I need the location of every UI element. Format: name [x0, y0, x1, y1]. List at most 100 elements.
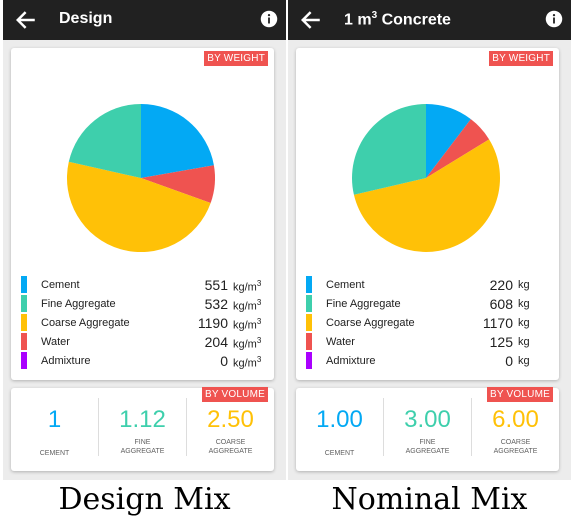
legend-label: Fine Aggregate [326, 298, 401, 310]
volume-cell-coarse-aggregate: 6.00 COARSE AGGREGATE [471, 398, 559, 456]
volume-ratio-label: CEMENT [39, 450, 70, 457]
legend-unit: kg/m3 [233, 336, 262, 351]
volume-ratio-label: FINE AGGREGATE [120, 439, 165, 455]
legend-unit: kg [518, 336, 530, 348]
legend-swatch [306, 295, 312, 312]
legend-unit: kg/m3 [233, 355, 262, 370]
legend-row-admixture: Admixture 0 kg [306, 352, 551, 371]
volume-ratios: 1.00 CEMENT 3.00 FINE AGGREGATE 6.00 COARSE AGG… [296, 388, 559, 471]
legend-unit: kg/m3 [233, 298, 262, 313]
legend-label: Fine Aggregate [41, 298, 116, 310]
by-volume-badge[interactable]: BY VOLUME [202, 387, 268, 402]
legend-row-cement: Cement 220 kg [306, 276, 551, 295]
legend-row-fine-aggregate: Fine Aggregate 532 kg/m3 [21, 295, 266, 314]
legend-swatch [306, 276, 312, 293]
legend-label: Coarse Aggregate [41, 317, 130, 329]
legend-row-cement: Cement 551 kg/m3 [21, 276, 266, 295]
page-title-superscript: 3 [371, 10, 378, 21]
volume-cell-fine-aggregate: 1.12 FINE AGGREGATE [98, 398, 186, 456]
legend-label: Cement [326, 279, 365, 291]
page-title: Design [59, 10, 112, 28]
caption-design-mix: Design Mix [58, 482, 231, 517]
legend-label: Water [326, 336, 355, 348]
design-mix-screen: Design BY WEIGHT Cement 551 kg/m3 Fine Aggr… [3, 0, 286, 480]
legend-unit: kg [518, 317, 530, 329]
info-circle-icon[interactable] [545, 10, 563, 28]
nominal-mix-screen: 1 m3 Concrete BY WEIGHT Cement 220 kg Fine … [288, 0, 571, 480]
pie-slice-cement [426, 104, 471, 178]
legend-row-coarse-aggregate: Coarse Aggregate 1190 kg/m3 [21, 314, 266, 333]
pie-slice-fine-aggregate [68, 104, 141, 178]
app-bar: Design [3, 0, 286, 40]
legend-unit: kg/m3 [233, 317, 262, 332]
legend-swatch [21, 333, 27, 350]
weight-card: BY WEIGHT Cement 220 kg Fine Aggregate 608 kg… [296, 48, 559, 380]
by-weight-badge[interactable]: BY WEIGHT [204, 51, 268, 66]
pie-slice-cement [141, 104, 214, 178]
legend-value: 204 [204, 334, 228, 350]
legend-unit: kg/m3 [233, 279, 262, 294]
legend-swatch [306, 314, 312, 331]
legend-row-admixture: Admixture 0 kg/m3 [21, 352, 266, 371]
arrow-left-icon[interactable] [11, 5, 41, 35]
volume-ratio-label: CEMENT [324, 450, 355, 457]
legend-swatch [21, 276, 27, 293]
pie-slice-coarse-aggregate [353, 139, 501, 253]
weight-pie-chart [352, 104, 501, 253]
legend-swatch [21, 314, 27, 331]
volume-ratio-value: 1.00 [316, 406, 363, 433]
pie-slice-coarse-aggregate [66, 161, 211, 253]
legend-value: 0 [505, 353, 513, 369]
legend-unit: kg [518, 279, 530, 291]
legend-row-fine-aggregate: Fine Aggregate 608 kg [306, 295, 551, 314]
info-circle-icon[interactable] [260, 10, 278, 28]
volume-card: BY VOLUME 1 CEMENT 1.12 FINE AGGREGATE 2.50 CO… [11, 387, 274, 471]
legend-value: 125 [489, 334, 513, 350]
legend-value: 608 [489, 296, 513, 312]
page-title-text: 1 m [344, 11, 372, 29]
legend-value: 551 [204, 277, 228, 293]
legend-unit: kg [518, 355, 530, 367]
by-volume-badge[interactable]: BY VOLUME [487, 387, 553, 402]
page-title-text: Design [59, 10, 113, 27]
volume-ratio-label: FINE AGGREGATE [405, 439, 450, 455]
arrow-left-icon[interactable] [296, 5, 326, 35]
legend-label: Admixture [326, 355, 376, 367]
volume-ratio-value: 3.00 [404, 406, 451, 433]
volume-cell-cement: 1 CEMENT [11, 388, 98, 471]
legend-value: 0 [220, 353, 228, 369]
legend-swatch [21, 352, 27, 369]
legend-value: 1170 [482, 315, 513, 331]
weight-legend: Cement 551 kg/m3 Fine Aggregate 532 kg/m3 Coar… [21, 276, 266, 371]
volume-ratio-value: 2.50 [207, 406, 254, 433]
legend-value: 532 [204, 296, 228, 312]
legend-value: 220 [489, 277, 513, 293]
legend-label: Admixture [41, 355, 91, 367]
pie-slice-water [141, 165, 215, 203]
volume-cell-coarse-aggregate: 2.50 COARSE AGGREGATE [186, 398, 274, 456]
app-bar: 1 m3 Concrete [288, 0, 571, 40]
volume-ratios: 1 CEMENT 1.12 FINE AGGREGATE 2.50 COARSE AGGREG… [11, 388, 274, 471]
volume-ratio-value: 6.00 [492, 406, 539, 433]
volume-ratio-value: 1.12 [119, 406, 166, 433]
caption-nominal-mix: Nominal Mix [331, 482, 528, 517]
legend-swatch [306, 333, 312, 350]
volume-ratio-label: COARSE AGGREGATE [208, 439, 253, 455]
legend-swatch [21, 295, 27, 312]
volume-card: BY VOLUME 1.00 CEMENT 3.00 FINE AGGREGATE 6.0… [296, 387, 559, 471]
page-title-rest: Concrete [377, 11, 451, 29]
weight-pie-chart [66, 104, 215, 253]
weight-card: BY WEIGHT Cement 551 kg/m3 Fine Aggregate 53… [11, 48, 274, 380]
legend-value: 1190 [197, 315, 228, 331]
weight-legend: Cement 220 kg Fine Aggregate 608 kg Coarse Agg… [306, 276, 551, 371]
pie-slice-water [426, 119, 490, 178]
volume-ratio-value: 1 [47, 406, 62, 433]
legend-label: Cement [41, 279, 80, 291]
legend-label: Coarse Aggregate [326, 317, 415, 329]
legend-row-coarse-aggregate: Coarse Aggregate 1170 kg [306, 314, 551, 333]
legend-swatch [306, 352, 312, 369]
volume-ratio-label: COARSE AGGREGATE [493, 439, 538, 455]
pie-slice-fine-aggregate [352, 104, 426, 195]
legend-row-water: Water 125 kg [306, 333, 551, 352]
by-weight-badge[interactable]: BY WEIGHT [489, 51, 553, 66]
